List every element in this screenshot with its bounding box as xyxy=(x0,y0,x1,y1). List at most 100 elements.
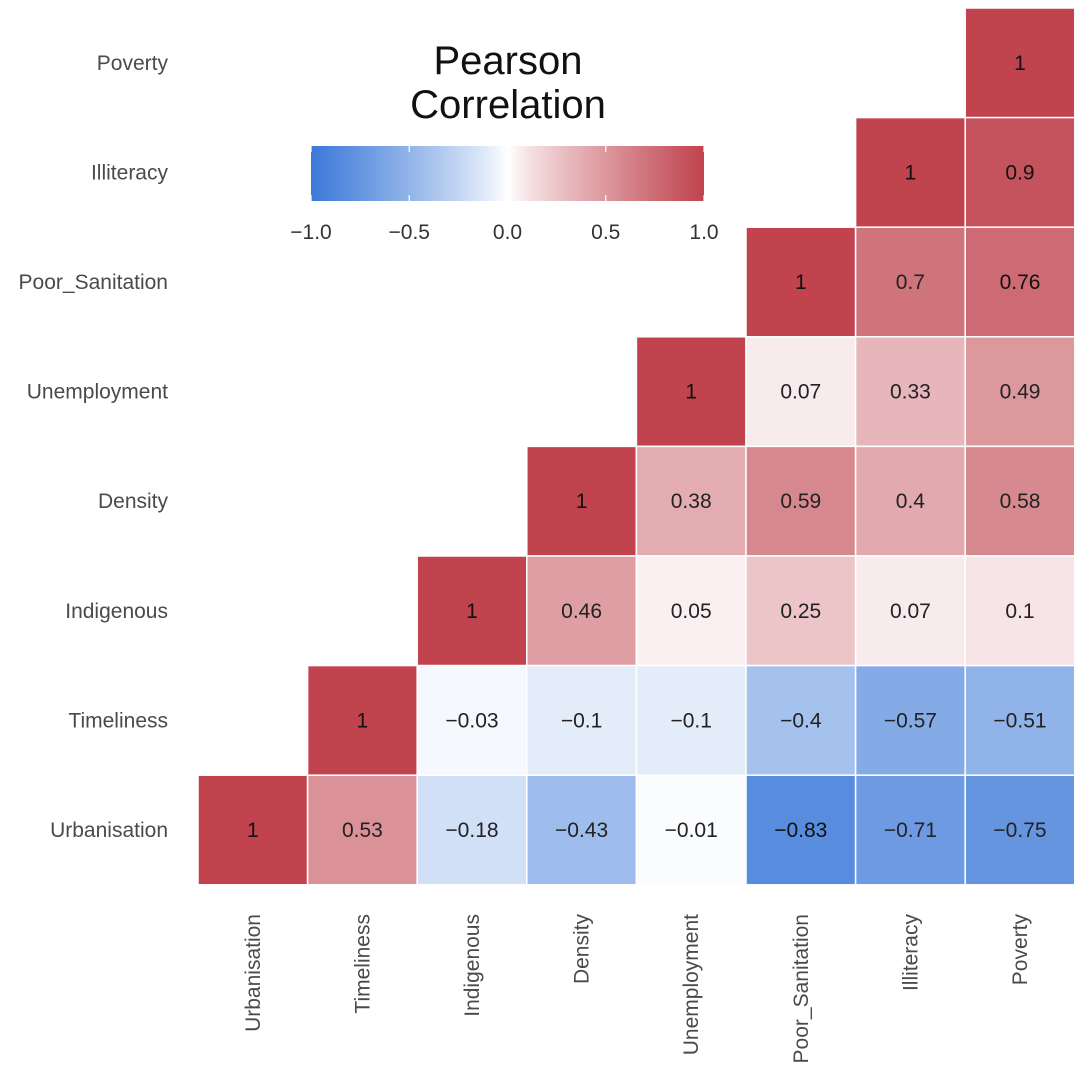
column-label: Illiteracy xyxy=(899,914,922,992)
heatmap-cell: −0.43 xyxy=(526,774,638,886)
heatmap-cell: −0.71 xyxy=(854,774,966,886)
row-label: Urbanisation xyxy=(50,819,168,842)
colorbar-gradient xyxy=(311,146,704,201)
cell-value-label: 0.1 xyxy=(1005,600,1034,623)
cell-rect xyxy=(416,774,528,886)
cell-value-label: 0.58 xyxy=(1000,490,1041,513)
row-label: Poor_Sanitation xyxy=(19,271,168,294)
heatmap-cell: 0.58 xyxy=(964,445,1076,557)
heatmap-cell: 1 xyxy=(854,116,966,228)
cell-value-label: −0.57 xyxy=(884,709,937,732)
cell-value-label: −0.18 xyxy=(445,819,498,842)
heatmap-cell: −0.51 xyxy=(964,664,1076,776)
cell-value-label: 0.59 xyxy=(780,490,821,513)
heatmap-cell: 0.07 xyxy=(745,336,857,448)
cell-rect xyxy=(964,336,1076,448)
cell-rect xyxy=(745,445,857,557)
cell-rect xyxy=(197,774,309,886)
heatmap-cell: 0.33 xyxy=(854,336,966,448)
heatmap-cell: 0.07 xyxy=(854,555,966,667)
cell-value-label: 0.46 xyxy=(561,600,602,623)
colorbar-tick-label: 1.0 xyxy=(689,221,718,244)
cell-value-label: 0.4 xyxy=(896,490,926,513)
heatmap-cell: 0.9 xyxy=(964,116,1076,228)
cell-value-label: 0.05 xyxy=(671,600,712,623)
column-label: Timeliness xyxy=(351,914,374,1014)
cell-rect xyxy=(964,774,1076,886)
cell-value-label: 0.53 xyxy=(342,819,383,842)
cell-value-label: 0.07 xyxy=(780,381,821,404)
heatmap-cell: 0.53 xyxy=(306,774,418,886)
cell-rect xyxy=(854,116,966,228)
cell-value-label: 1 xyxy=(795,271,807,294)
heatmap-cell: 0.1 xyxy=(964,555,1076,667)
heatmap-cell: 0.7 xyxy=(854,226,966,338)
cell-rect xyxy=(854,226,966,338)
cell-value-label: 1 xyxy=(576,490,588,513)
heatmap-cell: −0.83 xyxy=(745,774,857,886)
column-label: Indigenous xyxy=(461,914,484,1017)
cell-value-label: −0.4 xyxy=(780,709,822,732)
chart-title-line: Pearson xyxy=(434,39,583,83)
heatmap-cell: 1 xyxy=(197,774,309,886)
row-label: Poverty xyxy=(97,52,169,75)
cell-value-label: 1 xyxy=(905,161,917,184)
colorbar-tick-label: −0.5 xyxy=(389,221,430,244)
cell-value-label: −0.43 xyxy=(555,819,608,842)
heatmap-cell: 1 xyxy=(745,226,857,338)
cell-rect xyxy=(854,445,966,557)
cell-rect xyxy=(635,664,747,776)
cell-rect xyxy=(416,555,528,667)
heatmap-cell: −0.1 xyxy=(526,664,638,776)
column-label: Poor_Sanitation xyxy=(790,914,813,1063)
cell-value-label: 1 xyxy=(685,381,697,404)
cell-value-label: 0.07 xyxy=(890,600,931,623)
cell-value-label: −0.1 xyxy=(561,709,602,732)
heatmap-cell: 0.38 xyxy=(635,445,747,557)
column-labels: Urbanisation Timeliness Indigenous Density U… xyxy=(242,914,1032,1064)
cell-rect xyxy=(964,664,1076,776)
cell-rect xyxy=(745,226,857,338)
cell-rect xyxy=(964,555,1076,667)
cell-value-label: −0.01 xyxy=(665,819,718,842)
heatmap-cell: 0.4 xyxy=(854,445,966,557)
cell-value-label: −0.03 xyxy=(445,709,498,732)
cell-value-label: 1 xyxy=(1014,52,1026,75)
row-label: Indigenous xyxy=(65,600,168,623)
row-label: Illiteracy xyxy=(91,161,169,184)
row-labels: Poverty Illiteracy Poor_Sanitation Unemploy… xyxy=(19,52,169,842)
cell-rect xyxy=(635,445,747,557)
cell-value-label: 0.76 xyxy=(1000,271,1041,294)
heatmap-cell: −0.4 xyxy=(745,664,857,776)
column-label: Unemployment xyxy=(680,914,703,1055)
chart-title-line: Correlation xyxy=(410,83,606,127)
heatmap-cell: 0.25 xyxy=(745,555,857,667)
heatmap-cell: 0.59 xyxy=(745,445,857,557)
cell-rect xyxy=(854,555,966,667)
cell-value-label: 0.49 xyxy=(1000,381,1041,404)
cell-value-label: −0.71 xyxy=(884,819,937,842)
cell-rect xyxy=(745,336,857,448)
cell-rect xyxy=(964,7,1076,119)
cell-value-label: −0.51 xyxy=(993,709,1046,732)
cell-value-label: 1 xyxy=(247,819,259,842)
cell-rect xyxy=(526,555,638,667)
column-label: Density xyxy=(571,914,594,985)
row-label: Density xyxy=(98,490,169,513)
cell-value-label: 0.38 xyxy=(671,490,712,513)
cell-value-label: −0.75 xyxy=(993,819,1046,842)
cell-rect xyxy=(635,555,747,667)
cell-value-label: 1 xyxy=(466,600,478,623)
cell-value-label: 1 xyxy=(357,709,369,732)
cell-value-label: 0.9 xyxy=(1005,161,1034,184)
column-label: Urbanisation xyxy=(242,914,265,1032)
heatmap-cell: 0.76 xyxy=(964,226,1076,338)
row-label: Timeliness xyxy=(68,709,168,732)
colorbar-tick-label: −1.0 xyxy=(290,221,331,244)
cell-rect xyxy=(964,445,1076,557)
heatmap-cell: 1 xyxy=(635,336,747,448)
heatmap-cell: −0.75 xyxy=(964,774,1076,886)
